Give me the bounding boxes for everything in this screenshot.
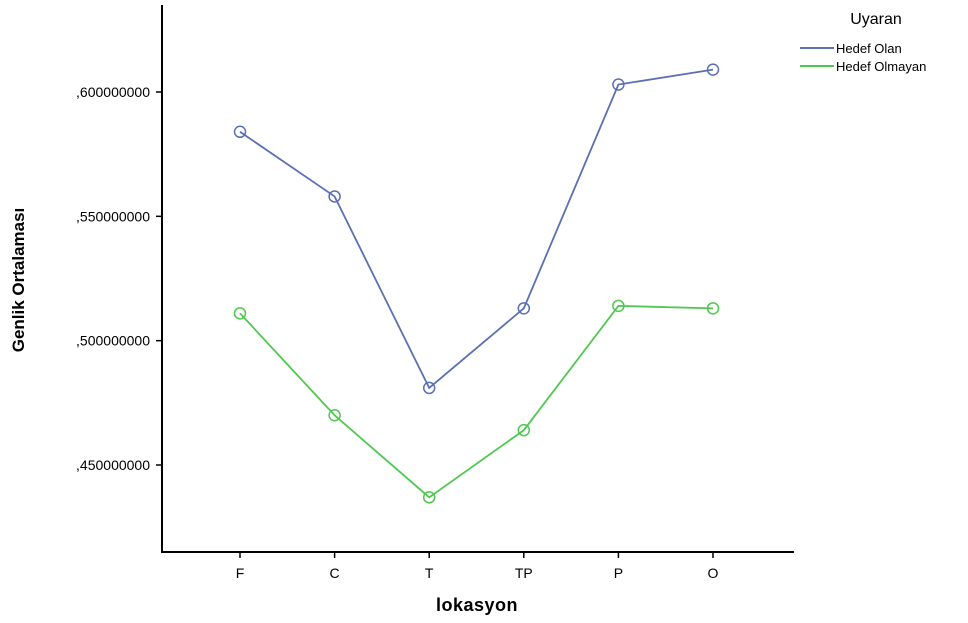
x-tick-label: O [708, 565, 719, 581]
legend-label-hedef-olan: Hedef Olan [836, 41, 902, 56]
axes [161, 5, 794, 553]
series-line-hedef-olmayan [239, 304, 714, 499]
y-tick-label: ,550000000 [76, 208, 150, 224]
y-axis-title: Genlik Ortalaması [9, 208, 28, 353]
y-tick-label: ,500000000 [76, 333, 150, 349]
data-point-hedef-olan [517, 302, 531, 315]
legend-label-hedef-olmayan: Hedef Olmayan [836, 59, 926, 74]
series-layer [233, 63, 720, 504]
data-point-hedef-olan [328, 190, 341, 203]
data-point-hedef-olmayan [612, 299, 625, 313]
data-point-hedef-olmayan [422, 491, 436, 504]
x-tick-label: C [330, 565, 340, 581]
x-tick-label: TP [515, 565, 533, 581]
data-point-hedef-olmayan [706, 302, 720, 315]
x-tick-label: T [425, 565, 434, 581]
series-line-hedef-olan [239, 68, 714, 390]
legend-title: Uyaran [850, 11, 902, 28]
data-point-hedef-olmayan [328, 409, 341, 422]
x-axis-ticks: F C T TP P O [236, 552, 719, 581]
x-axis-title: lokasyon [436, 595, 518, 615]
legend: Uyaran Hedef Olan Hedef Olmayan [800, 11, 926, 74]
y-tick-label: ,450000000 [76, 457, 150, 473]
data-point-hedef-olan [233, 125, 247, 139]
data-point-hedef-olmayan [517, 423, 531, 437]
data-point-hedef-olan [706, 63, 720, 76]
x-tick-label: F [236, 565, 245, 581]
data-point-hedef-olmayan [233, 307, 247, 320]
x-tick-label: P [614, 565, 623, 581]
y-axis-ticks: ,450000000 ,500000000 ,550000000 ,600000000 [76, 84, 162, 473]
data-point-hedef-olan [422, 381, 436, 395]
legend-items: Hedef Olan Hedef Olmayan [800, 41, 926, 74]
data-point-hedef-olan [612, 78, 625, 91]
y-tick-label: ,600000000 [76, 84, 150, 100]
